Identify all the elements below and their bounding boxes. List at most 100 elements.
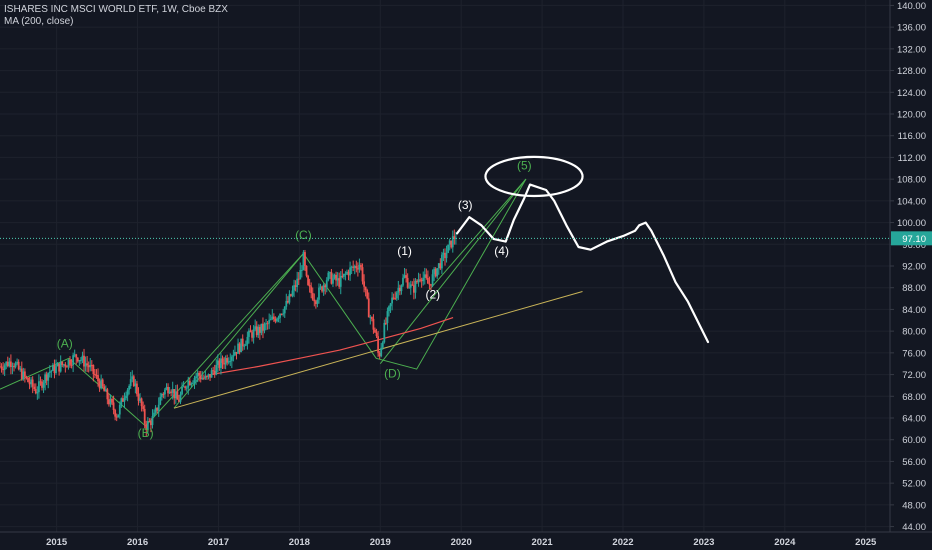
candle-body — [235, 352, 238, 354]
candle-body — [2, 368, 5, 371]
candle-body — [417, 279, 420, 283]
candle-body — [392, 297, 395, 299]
candle-body — [176, 391, 179, 400]
candle-body — [179, 394, 182, 402]
price-tick-label: 72.00 — [902, 370, 926, 381]
candle-body — [28, 382, 31, 385]
candle-body — [308, 284, 311, 287]
candle-body — [59, 361, 62, 372]
candle-body — [114, 410, 117, 417]
candle-body — [73, 354, 76, 356]
candle-body — [34, 389, 37, 394]
candle-body — [5, 361, 8, 366]
price-axis[interactable]: 44.00 48.00 52.00 56.00 60.00 64.00 68.00 72.00… — [889, 0, 932, 550]
candle-body — [328, 272, 331, 274]
candle-body — [185, 387, 188, 389]
candle-body — [397, 287, 400, 293]
candle-body — [240, 338, 243, 353]
candle-body — [227, 361, 230, 363]
candle-body — [271, 316, 274, 320]
candle-body — [109, 398, 112, 405]
wave-label: (2) — [426, 288, 441, 302]
candle-body — [403, 275, 406, 278]
candle-body — [237, 343, 239, 354]
candle-body — [76, 357, 79, 362]
candle-body — [0, 366, 3, 369]
candle-body — [426, 277, 429, 284]
candle-body — [274, 319, 277, 322]
price-tick-label: 80.00 — [902, 327, 926, 338]
candle-body — [375, 332, 378, 337]
candle-body — [383, 322, 386, 343]
candle-body — [181, 386, 183, 395]
candle-body — [414, 280, 417, 293]
candle-body — [294, 285, 297, 287]
candle-body — [128, 385, 131, 390]
candle-body — [27, 377, 29, 383]
candle-body — [22, 371, 25, 379]
price-axis-background — [890, 0, 932, 550]
candle-body — [229, 360, 232, 362]
candle-body — [377, 336, 379, 353]
candle-body — [232, 355, 235, 357]
candle-body — [184, 386, 187, 388]
candle-body — [156, 407, 159, 411]
candle-body — [448, 240, 451, 245]
candle-body — [104, 389, 107, 392]
candle-body — [190, 383, 193, 386]
candle-body — [58, 363, 61, 372]
price-tick-label: 124.00 — [897, 88, 926, 99]
candle-body — [198, 372, 201, 376]
price-tick-label: 56.00 — [902, 457, 926, 468]
candle-body — [0, 366, 1, 368]
candle-body — [103, 386, 106, 392]
candle-body — [425, 274, 428, 278]
candle-body — [380, 347, 383, 357]
price-tick-label: 108.00 — [897, 175, 926, 186]
candle-body — [367, 298, 370, 318]
candle-body — [322, 285, 325, 292]
candle-body — [20, 368, 23, 379]
time-tick-label: 2016 — [127, 537, 148, 548]
candle-body — [251, 332, 253, 338]
candle-body — [286, 300, 289, 303]
sketch-drawing — [456, 155, 710, 344]
candle-body — [90, 364, 93, 366]
candle-body — [83, 355, 85, 367]
candle-body — [224, 358, 227, 365]
candle-body — [433, 268, 436, 275]
candle-body — [31, 379, 34, 387]
candle-body — [122, 398, 124, 402]
wave-label: (3) — [458, 198, 473, 212]
candle-body — [311, 293, 314, 300]
candle-body — [254, 326, 257, 330]
candle-body — [9, 361, 12, 367]
candle-body — [437, 263, 440, 269]
candle-body — [204, 376, 207, 379]
indicator-label[interactable]: MA (200, close) — [4, 16, 74, 27]
candle-body — [55, 366, 57, 374]
candle-body — [364, 286, 367, 291]
candle-body — [330, 272, 333, 284]
candle-body — [428, 283, 431, 285]
candle-body — [216, 360, 219, 366]
candle-body — [321, 286, 323, 292]
candle-body — [319, 286, 322, 288]
candle-body — [318, 287, 320, 300]
candle-body — [168, 391, 171, 394]
candle-body — [283, 306, 286, 314]
candle-body — [187, 380, 190, 388]
price-tick-label: 88.00 — [902, 283, 926, 294]
candle-body — [260, 323, 263, 333]
candle-body — [304, 252, 306, 266]
candle-body — [450, 240, 453, 248]
symbol-title[interactable]: ISHARES INC MSCI WORLD ETF, 1W, Cboe BZX — [4, 4, 228, 15]
candle-body — [151, 416, 154, 426]
price-tick-label: 92.00 — [902, 262, 926, 273]
time-axis[interactable]: 2015 2016 2017 2018 2019 2020 2021 2022 2023 2024… — [0, 531, 932, 548]
candle-body — [442, 252, 445, 255]
last-price-label: 97.10 — [902, 234, 926, 245]
candle-body — [16, 361, 19, 364]
candle-body — [164, 389, 166, 395]
